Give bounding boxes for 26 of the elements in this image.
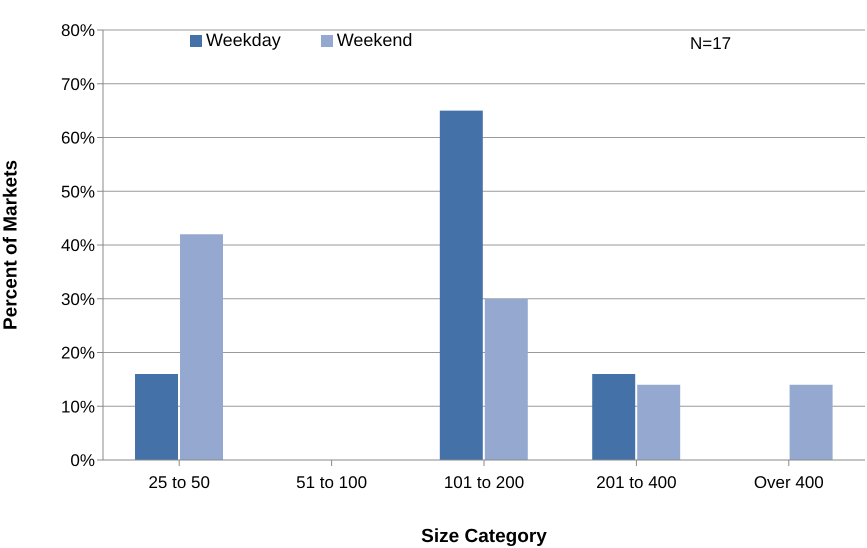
annotation: N=17	[690, 34, 732, 54]
y-tick-label: 70%	[60, 74, 95, 94]
bar	[592, 374, 636, 460]
x-tick-label: Over 400	[754, 473, 824, 492]
y-tick-label: 10%	[60, 397, 95, 416]
bar	[790, 384, 833, 460]
y-tick-label: 0%	[70, 451, 95, 470]
y-tick-label: 40%	[60, 236, 95, 256]
x-tick-label: 101 to 200	[444, 473, 524, 492]
x-tick-label: 201 to 400	[596, 473, 677, 492]
y-axis-title: Percent of Markets	[0, 160, 22, 330]
x-axis-title: Size Category	[421, 526, 548, 547]
legend-label: Weekday	[206, 30, 281, 50]
bar	[135, 374, 178, 460]
x-tick-label: 51 to 100	[296, 473, 368, 492]
y-tick-label: 30%	[60, 290, 95, 309]
bar	[180, 234, 224, 460]
x-tick-label: 25 to 50	[148, 473, 210, 492]
y-tick-label: 60%	[60, 128, 95, 148]
bar	[637, 384, 680, 460]
y-tick-label: 50%	[60, 182, 95, 202]
y-tick-label: 80%	[60, 21, 95, 40]
bar	[484, 298, 528, 460]
y-tick-label: 20%	[60, 344, 95, 363]
bar	[440, 110, 483, 460]
legend-label: Weekend	[336, 30, 412, 50]
